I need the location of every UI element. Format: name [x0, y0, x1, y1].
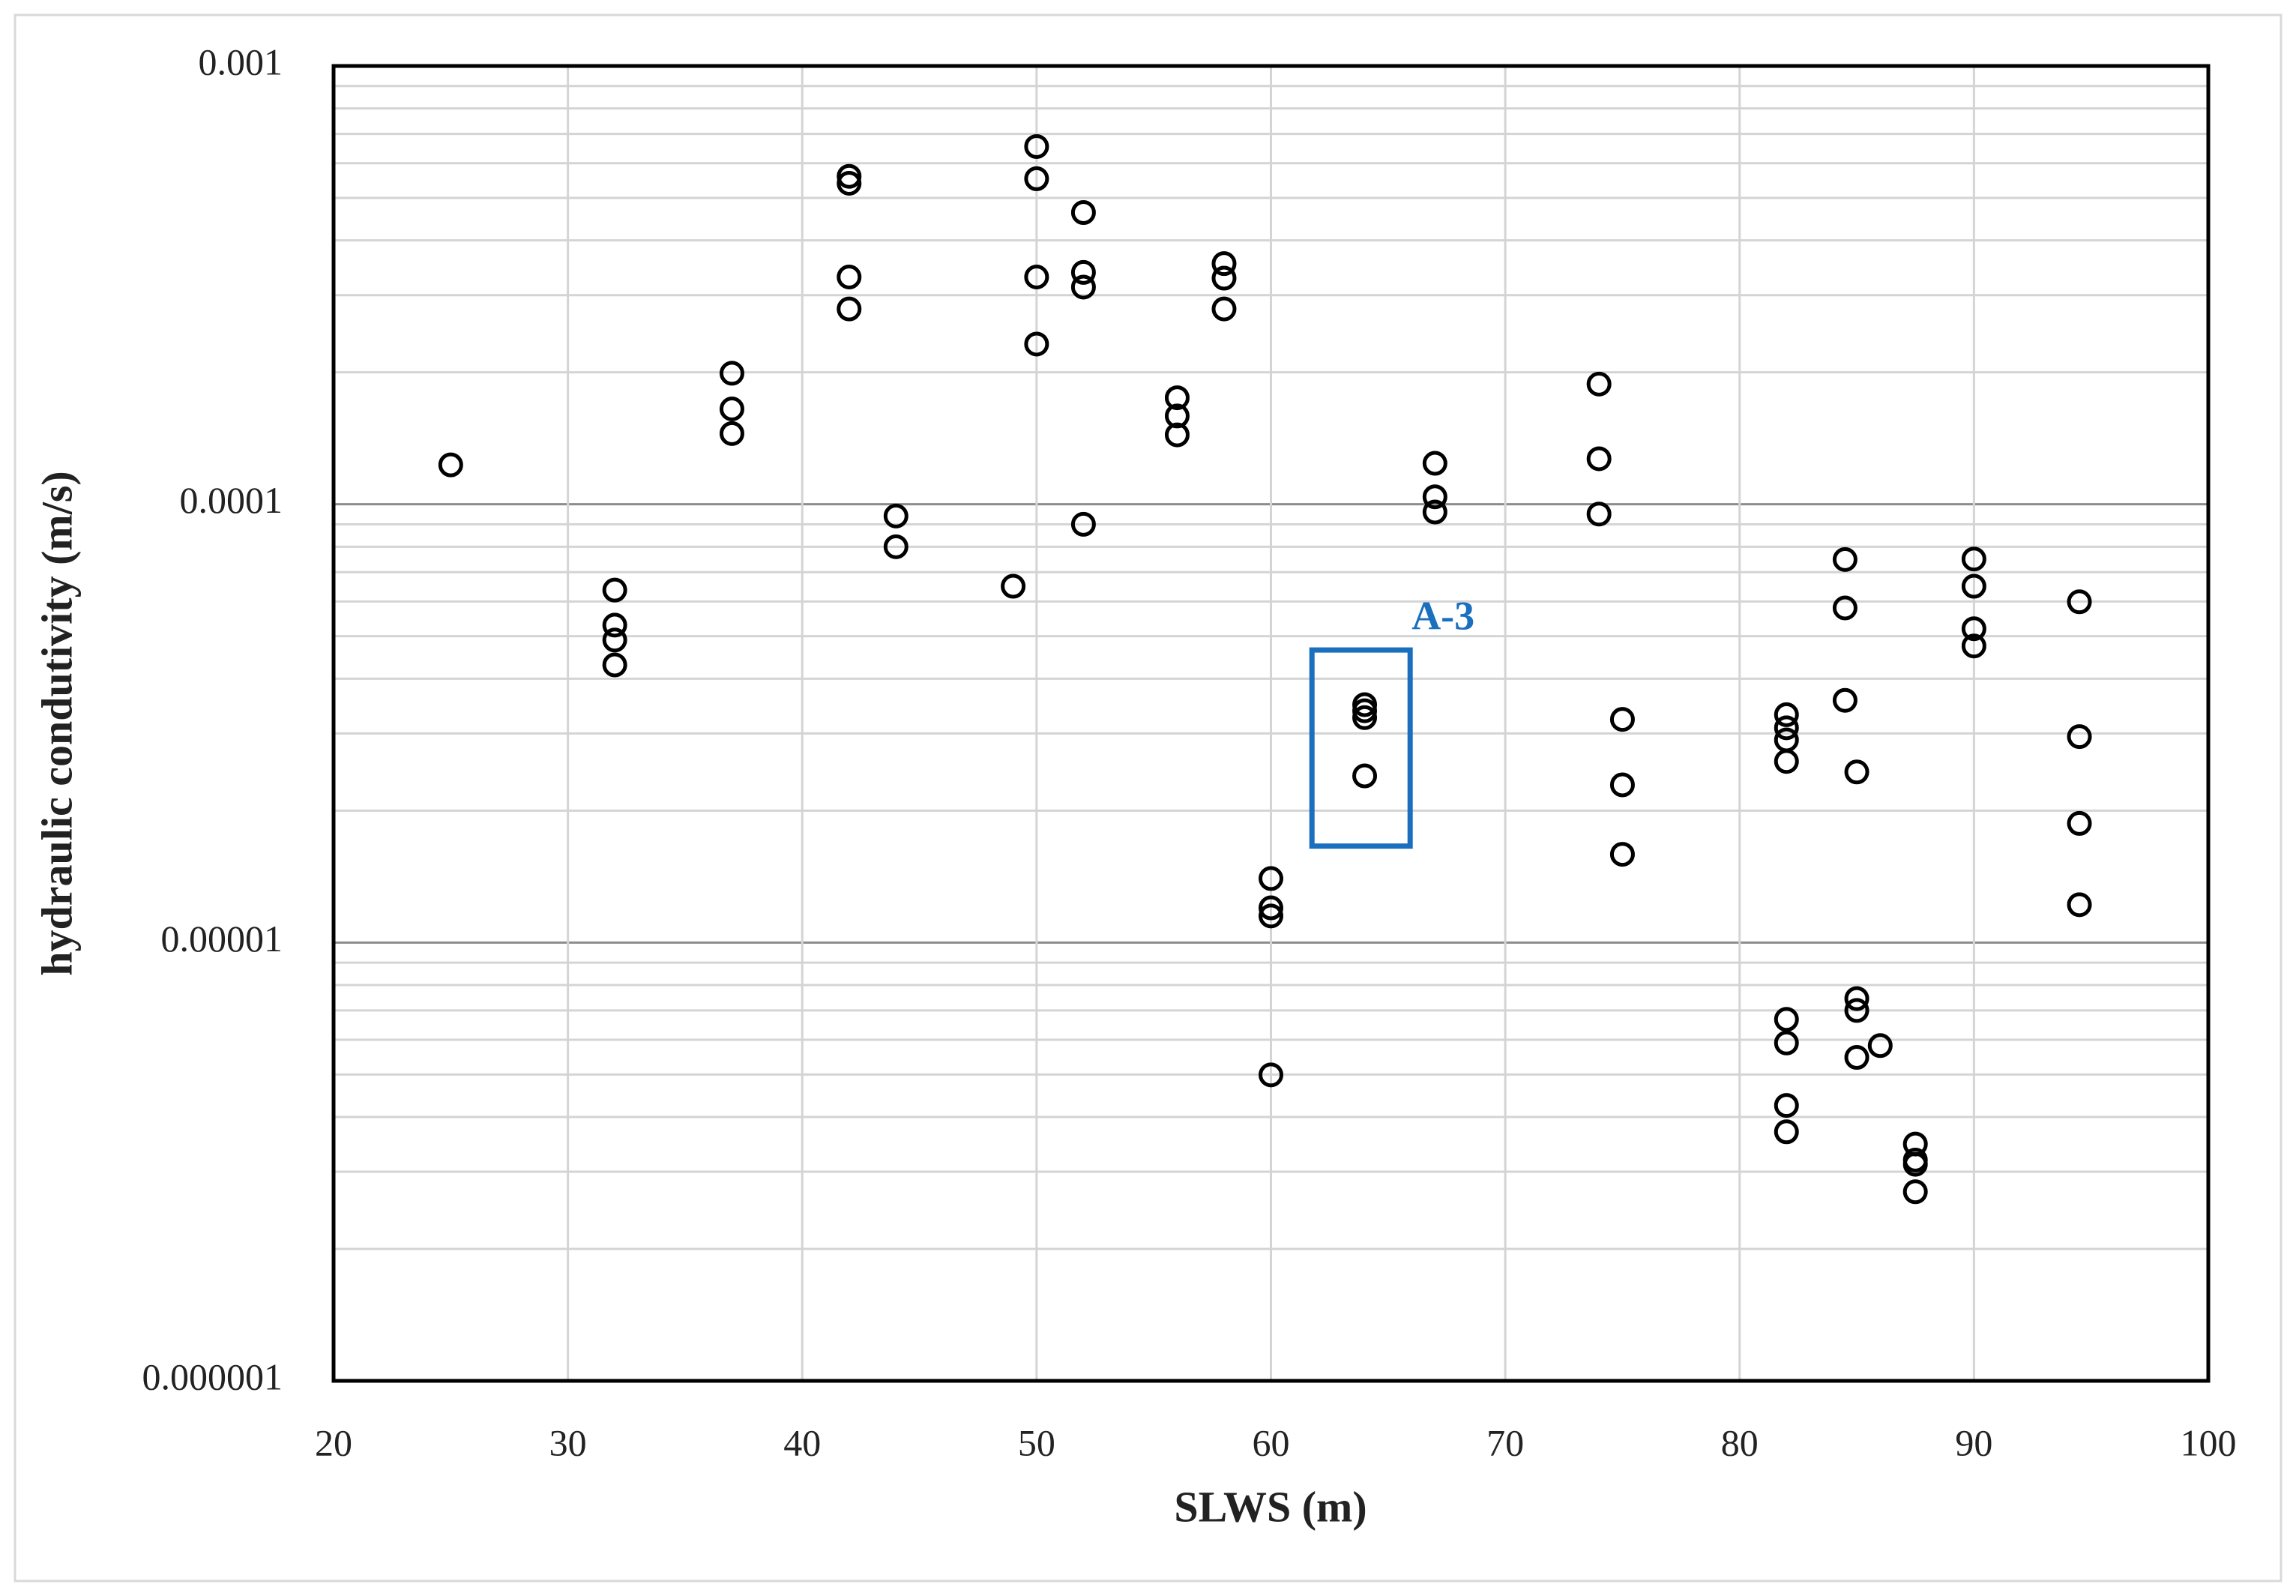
point [1001, 573, 1026, 599]
point [2067, 589, 2092, 615]
point [602, 652, 627, 678]
x-tick-label: 30 [549, 1421, 587, 1463]
point [1844, 759, 1869, 785]
point [1867, 1033, 1893, 1059]
point [1070, 259, 1096, 285]
point [1832, 595, 1857, 621]
y-tick-label: 0.00001 [161, 918, 283, 960]
point [883, 503, 909, 529]
point [719, 397, 744, 422]
point [1774, 715, 1799, 741]
x-tick-label: 20 [315, 1421, 352, 1463]
point [1259, 866, 1283, 891]
point [2067, 724, 2092, 750]
point [719, 421, 744, 446]
point [1352, 705, 1378, 730]
x-tick-label: 100 [2181, 1421, 2237, 1463]
point [1902, 1151, 1928, 1177]
frame [13, 13, 2283, 1583]
point [837, 170, 862, 196]
point [1774, 1093, 1799, 1118]
point [1609, 772, 1635, 798]
point [1259, 895, 1283, 921]
point [1961, 633, 1986, 659]
y-tick-label: 0.001 [199, 40, 283, 82]
point [1422, 499, 1447, 525]
annotation-box [1309, 647, 1413, 849]
x-tick-label: 90 [1955, 1421, 1992, 1463]
point [1259, 1062, 1283, 1088]
point [2067, 810, 2092, 836]
point [719, 361, 744, 386]
point [1422, 451, 1447, 476]
point [1024, 133, 1049, 159]
point [1774, 1007, 1799, 1032]
y-axis-title: hydraulic condutivity (m/s) [32, 471, 81, 976]
point [1070, 200, 1096, 226]
point [1774, 749, 1799, 774]
point [1832, 546, 1857, 572]
point [1422, 484, 1447, 510]
x-axis-title: SLWS (m) [1174, 1482, 1367, 1531]
x-tick-label: 50 [1018, 1421, 1055, 1463]
point [1070, 274, 1096, 300]
point [1774, 702, 1799, 727]
point [1024, 265, 1049, 290]
point [1586, 446, 1612, 472]
annotation-label: A-3 [1411, 593, 1474, 638]
point [1586, 371, 1612, 397]
y-tick-label: 0.000001 [142, 1355, 283, 1397]
x-tick-label: 40 [783, 1421, 821, 1463]
point [1164, 385, 1190, 411]
point [1070, 511, 1096, 537]
x-tick-label: 70 [1486, 1421, 1524, 1463]
point [1774, 1119, 1799, 1145]
point [1352, 763, 1378, 789]
point [1586, 502, 1612, 527]
point [1961, 573, 1986, 599]
point [1844, 986, 1869, 1011]
point [1024, 331, 1049, 357]
point [883, 534, 909, 559]
point [1844, 1045, 1869, 1070]
point [1609, 842, 1635, 867]
point [1844, 998, 1869, 1023]
point [602, 577, 627, 603]
plot-border [331, 64, 2211, 1383]
point [1211, 296, 1237, 322]
x-tick-label: 80 [1721, 1421, 1759, 1463]
point [1774, 1030, 1799, 1056]
y-tick-label: 0.0001 [180, 479, 283, 521]
point [1352, 698, 1378, 723]
marks [438, 133, 2092, 1205]
point [602, 627, 627, 653]
x-tick-label: 60 [1253, 1421, 1290, 1463]
point [837, 163, 862, 189]
point [602, 612, 627, 638]
point [438, 452, 463, 478]
point [1259, 903, 1283, 929]
point [1832, 687, 1857, 713]
point [837, 296, 862, 322]
point [1164, 403, 1190, 429]
point [1211, 251, 1237, 277]
point [1164, 422, 1190, 448]
point [837, 265, 862, 290]
point [1024, 166, 1049, 191]
point [1211, 265, 1237, 291]
point [1902, 1179, 1928, 1205]
point [1961, 546, 1986, 572]
point [1961, 616, 1986, 642]
point [2067, 892, 2092, 918]
point [1609, 707, 1635, 732]
